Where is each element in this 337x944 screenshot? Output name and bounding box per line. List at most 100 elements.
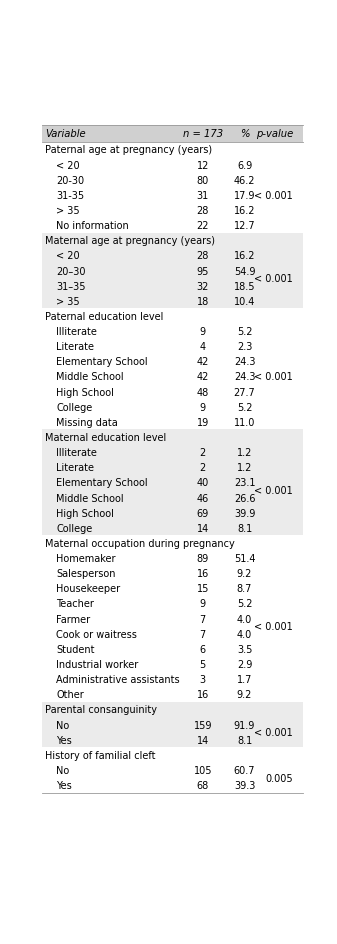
Text: Industrial worker: Industrial worker [57,659,139,669]
FancyBboxPatch shape [42,203,303,218]
FancyBboxPatch shape [42,506,303,521]
Text: 9: 9 [200,402,206,413]
Text: 17.9: 17.9 [234,191,255,201]
Text: 8.7: 8.7 [237,583,252,594]
Text: 39.3: 39.3 [234,781,255,790]
FancyBboxPatch shape [42,309,303,324]
Text: > 35: > 35 [57,206,80,216]
Text: 16: 16 [196,689,209,700]
Text: Teacher: Teacher [57,598,94,609]
Text: 20–30: 20–30 [57,266,86,277]
FancyBboxPatch shape [42,143,303,158]
Text: 4.0: 4.0 [237,629,252,639]
FancyBboxPatch shape [42,446,303,461]
FancyBboxPatch shape [42,733,303,748]
Text: Maternal age at pregnancy (years): Maternal age at pregnancy (years) [45,236,215,246]
Text: 8.1: 8.1 [237,735,252,745]
Text: 6.9: 6.9 [237,160,252,171]
Text: 18.5: 18.5 [234,281,255,292]
Text: No information: No information [57,221,129,231]
Text: 80: 80 [196,176,209,186]
Text: 2.9: 2.9 [237,659,252,669]
Text: 2: 2 [200,447,206,458]
FancyBboxPatch shape [42,551,303,566]
Text: History of familial cleft: History of familial cleft [45,750,155,760]
Text: Variable: Variable [45,129,85,139]
Text: Maternal education level: Maternal education level [45,432,166,443]
Text: Illiterate: Illiterate [57,327,97,337]
FancyBboxPatch shape [42,369,303,384]
Text: High School: High School [57,508,114,518]
Text: Student: Student [57,644,95,654]
Text: %: % [240,129,249,139]
Text: Salesperson: Salesperson [57,568,116,579]
FancyBboxPatch shape [42,158,303,173]
Text: < 0.001: < 0.001 [254,191,293,201]
Text: 9: 9 [200,327,206,337]
Text: 42: 42 [196,357,209,367]
Text: 5.2: 5.2 [237,598,252,609]
FancyBboxPatch shape [42,278,303,294]
Text: > 35: > 35 [57,296,80,307]
FancyBboxPatch shape [42,126,303,143]
Text: 6: 6 [200,644,206,654]
Text: < 0.001: < 0.001 [254,621,293,632]
FancyBboxPatch shape [42,657,303,672]
Text: 9.2: 9.2 [237,568,252,579]
Text: 1.2: 1.2 [237,447,252,458]
Text: Illiterate: Illiterate [57,447,97,458]
Text: < 0.001: < 0.001 [254,485,293,496]
Text: 16.2: 16.2 [234,206,255,216]
Text: 105: 105 [193,766,212,775]
Text: 18: 18 [196,296,209,307]
Text: 16: 16 [196,568,209,579]
Text: 20-30: 20-30 [57,176,85,186]
FancyBboxPatch shape [42,430,303,446]
FancyBboxPatch shape [42,476,303,491]
FancyBboxPatch shape [42,233,303,248]
FancyBboxPatch shape [42,414,303,430]
Text: Farmer: Farmer [57,614,91,624]
Text: No: No [57,766,70,775]
FancyBboxPatch shape [42,188,303,203]
Text: 7: 7 [200,614,206,624]
FancyBboxPatch shape [42,521,303,536]
Text: 24.3: 24.3 [234,357,255,367]
Text: 28: 28 [196,251,209,261]
Text: 9: 9 [200,598,206,609]
Text: Homemaker: Homemaker [57,553,116,564]
FancyBboxPatch shape [42,461,303,476]
FancyBboxPatch shape [42,748,303,763]
Text: < 0.001: < 0.001 [254,372,293,382]
Text: 3.5: 3.5 [237,644,252,654]
Text: 19: 19 [196,417,209,428]
FancyBboxPatch shape [42,248,303,263]
Text: 32: 32 [196,281,209,292]
Text: 42: 42 [196,372,209,382]
Text: Elementary School: Elementary School [57,478,148,488]
Text: 2: 2 [200,463,206,473]
Text: n = 173: n = 173 [183,129,223,139]
Text: Other: Other [57,689,84,700]
Text: Housekeeper: Housekeeper [57,583,121,594]
Text: 28: 28 [196,206,209,216]
FancyBboxPatch shape [42,597,303,612]
Text: 2.3: 2.3 [237,342,252,352]
FancyBboxPatch shape [42,384,303,399]
FancyBboxPatch shape [42,399,303,414]
Text: < 0.001: < 0.001 [254,728,293,737]
Text: 89: 89 [196,553,209,564]
Text: 69: 69 [196,508,209,518]
Text: 24.3: 24.3 [234,372,255,382]
Text: Yes: Yes [57,735,72,745]
FancyBboxPatch shape [42,354,303,369]
Text: 40: 40 [196,478,209,488]
Text: Yes: Yes [57,781,72,790]
FancyBboxPatch shape [42,339,303,354]
Text: College: College [57,523,93,533]
Text: 51.4: 51.4 [234,553,255,564]
FancyBboxPatch shape [42,173,303,188]
Text: 46.2: 46.2 [234,176,255,186]
FancyBboxPatch shape [42,687,303,702]
Text: 48: 48 [196,387,209,397]
